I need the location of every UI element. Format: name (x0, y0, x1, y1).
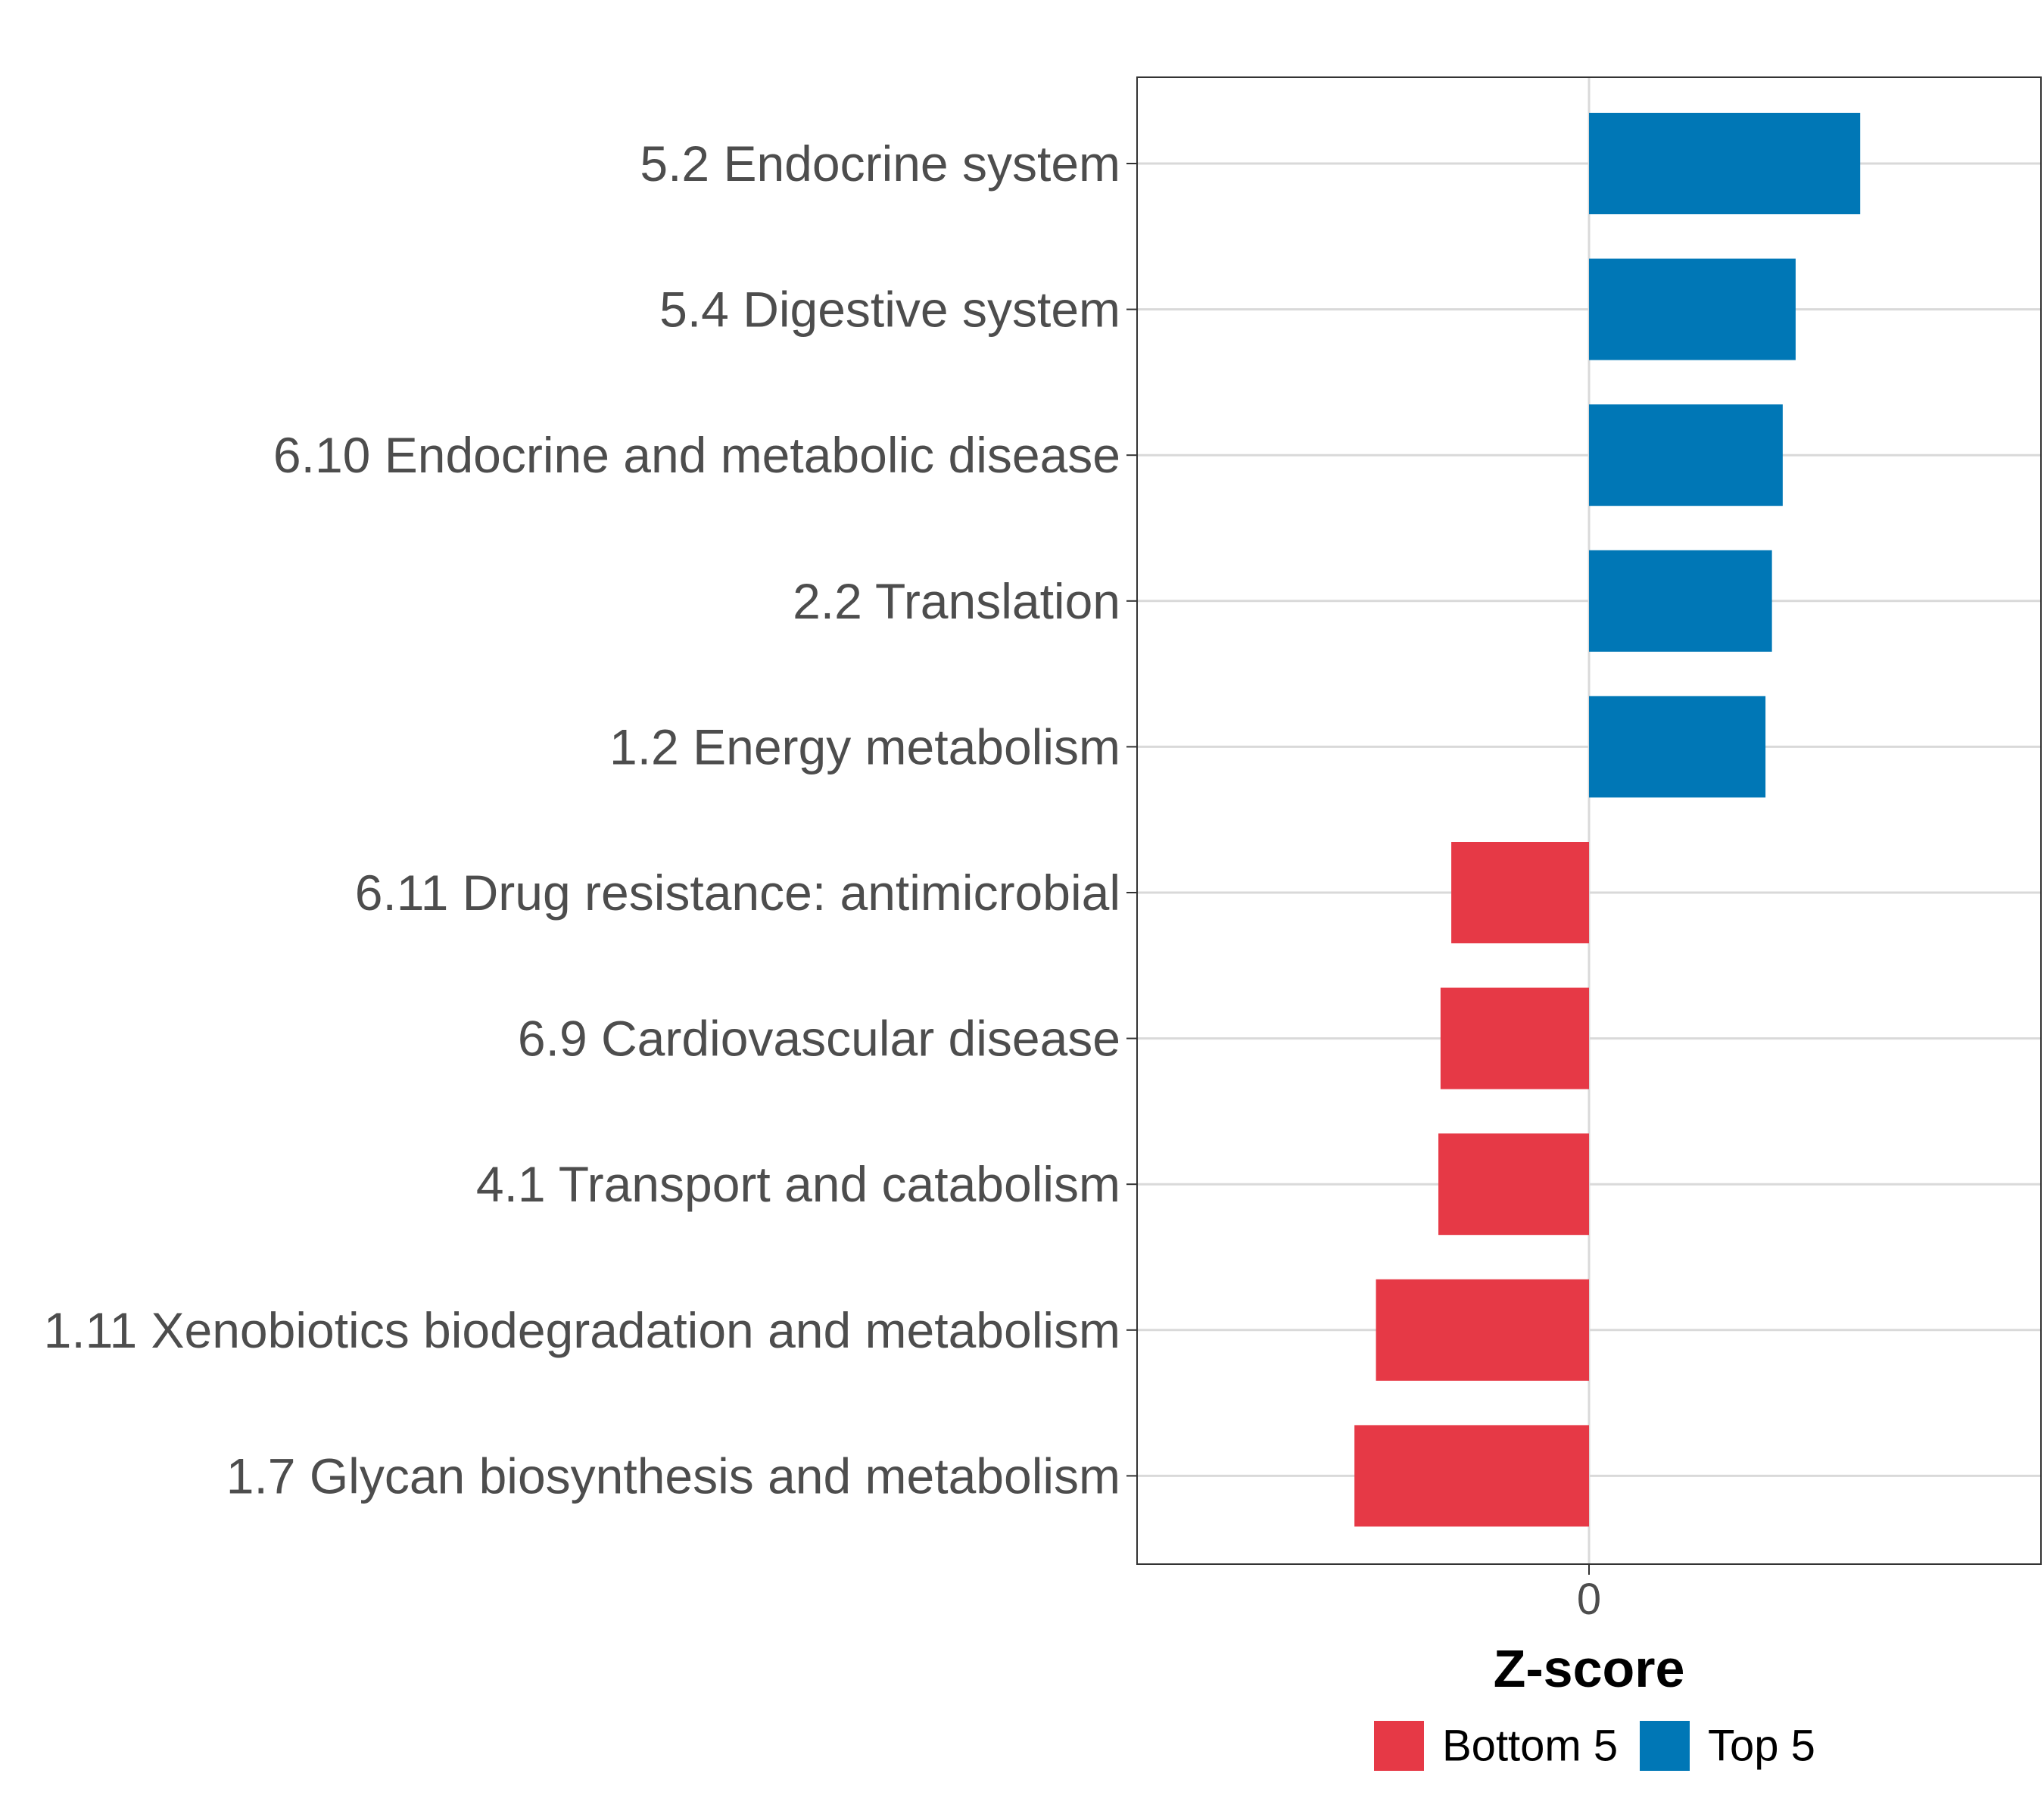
y-axis-ticks: 5.2 Endocrine system 5.4 Digestive system… (44, 136, 1137, 1504)
bar (1354, 1425, 1589, 1527)
bar (1589, 113, 1861, 214)
legend-swatch (1640, 1721, 1690, 1771)
bar (1451, 842, 1589, 943)
y-tick-label: 2.2 Translation (793, 573, 1120, 629)
bar (1440, 987, 1589, 1089)
bar (1589, 550, 1772, 652)
bar (1589, 696, 1766, 798)
y-tick-label: 6.10 Endocrine and metabolic disease (273, 427, 1120, 483)
legend-swatch (1374, 1721, 1424, 1771)
bar (1589, 258, 1796, 360)
y-tick-label: 6.11 Drug resistance: antimicrobial (355, 865, 1120, 921)
legend-label: Top 5 (1708, 1722, 1815, 1771)
bar (1589, 404, 1783, 506)
x-tick-label: 0 (1577, 1575, 1601, 1624)
legend-label: Bottom 5 (1442, 1722, 1618, 1771)
x-axis-title: Z-score (1494, 1639, 1685, 1698)
x-axis-ticks: 0 (1577, 1564, 1601, 1624)
bar (1376, 1279, 1589, 1381)
bars (1354, 113, 1861, 1527)
y-tick-label: 4.1 Transport and catabolism (476, 1156, 1120, 1212)
y-tick-label: 5.4 Digestive system (659, 282, 1120, 338)
y-tick-label: 6.9 Cardiovascular disease (518, 1011, 1120, 1067)
legend: Bottom 5 Top 5 (1374, 1721, 1815, 1771)
y-tick-label: 5.2 Endocrine system (640, 136, 1120, 192)
y-tick-label: 1.2 Energy metabolism (609, 718, 1120, 774)
y-tick-label: 1.11 Xenobiotics biodegradation and meta… (44, 1302, 1120, 1358)
bar (1438, 1133, 1589, 1236)
y-tick-label: 1.7 Glycan biosynthesis and metabolism (226, 1448, 1120, 1504)
